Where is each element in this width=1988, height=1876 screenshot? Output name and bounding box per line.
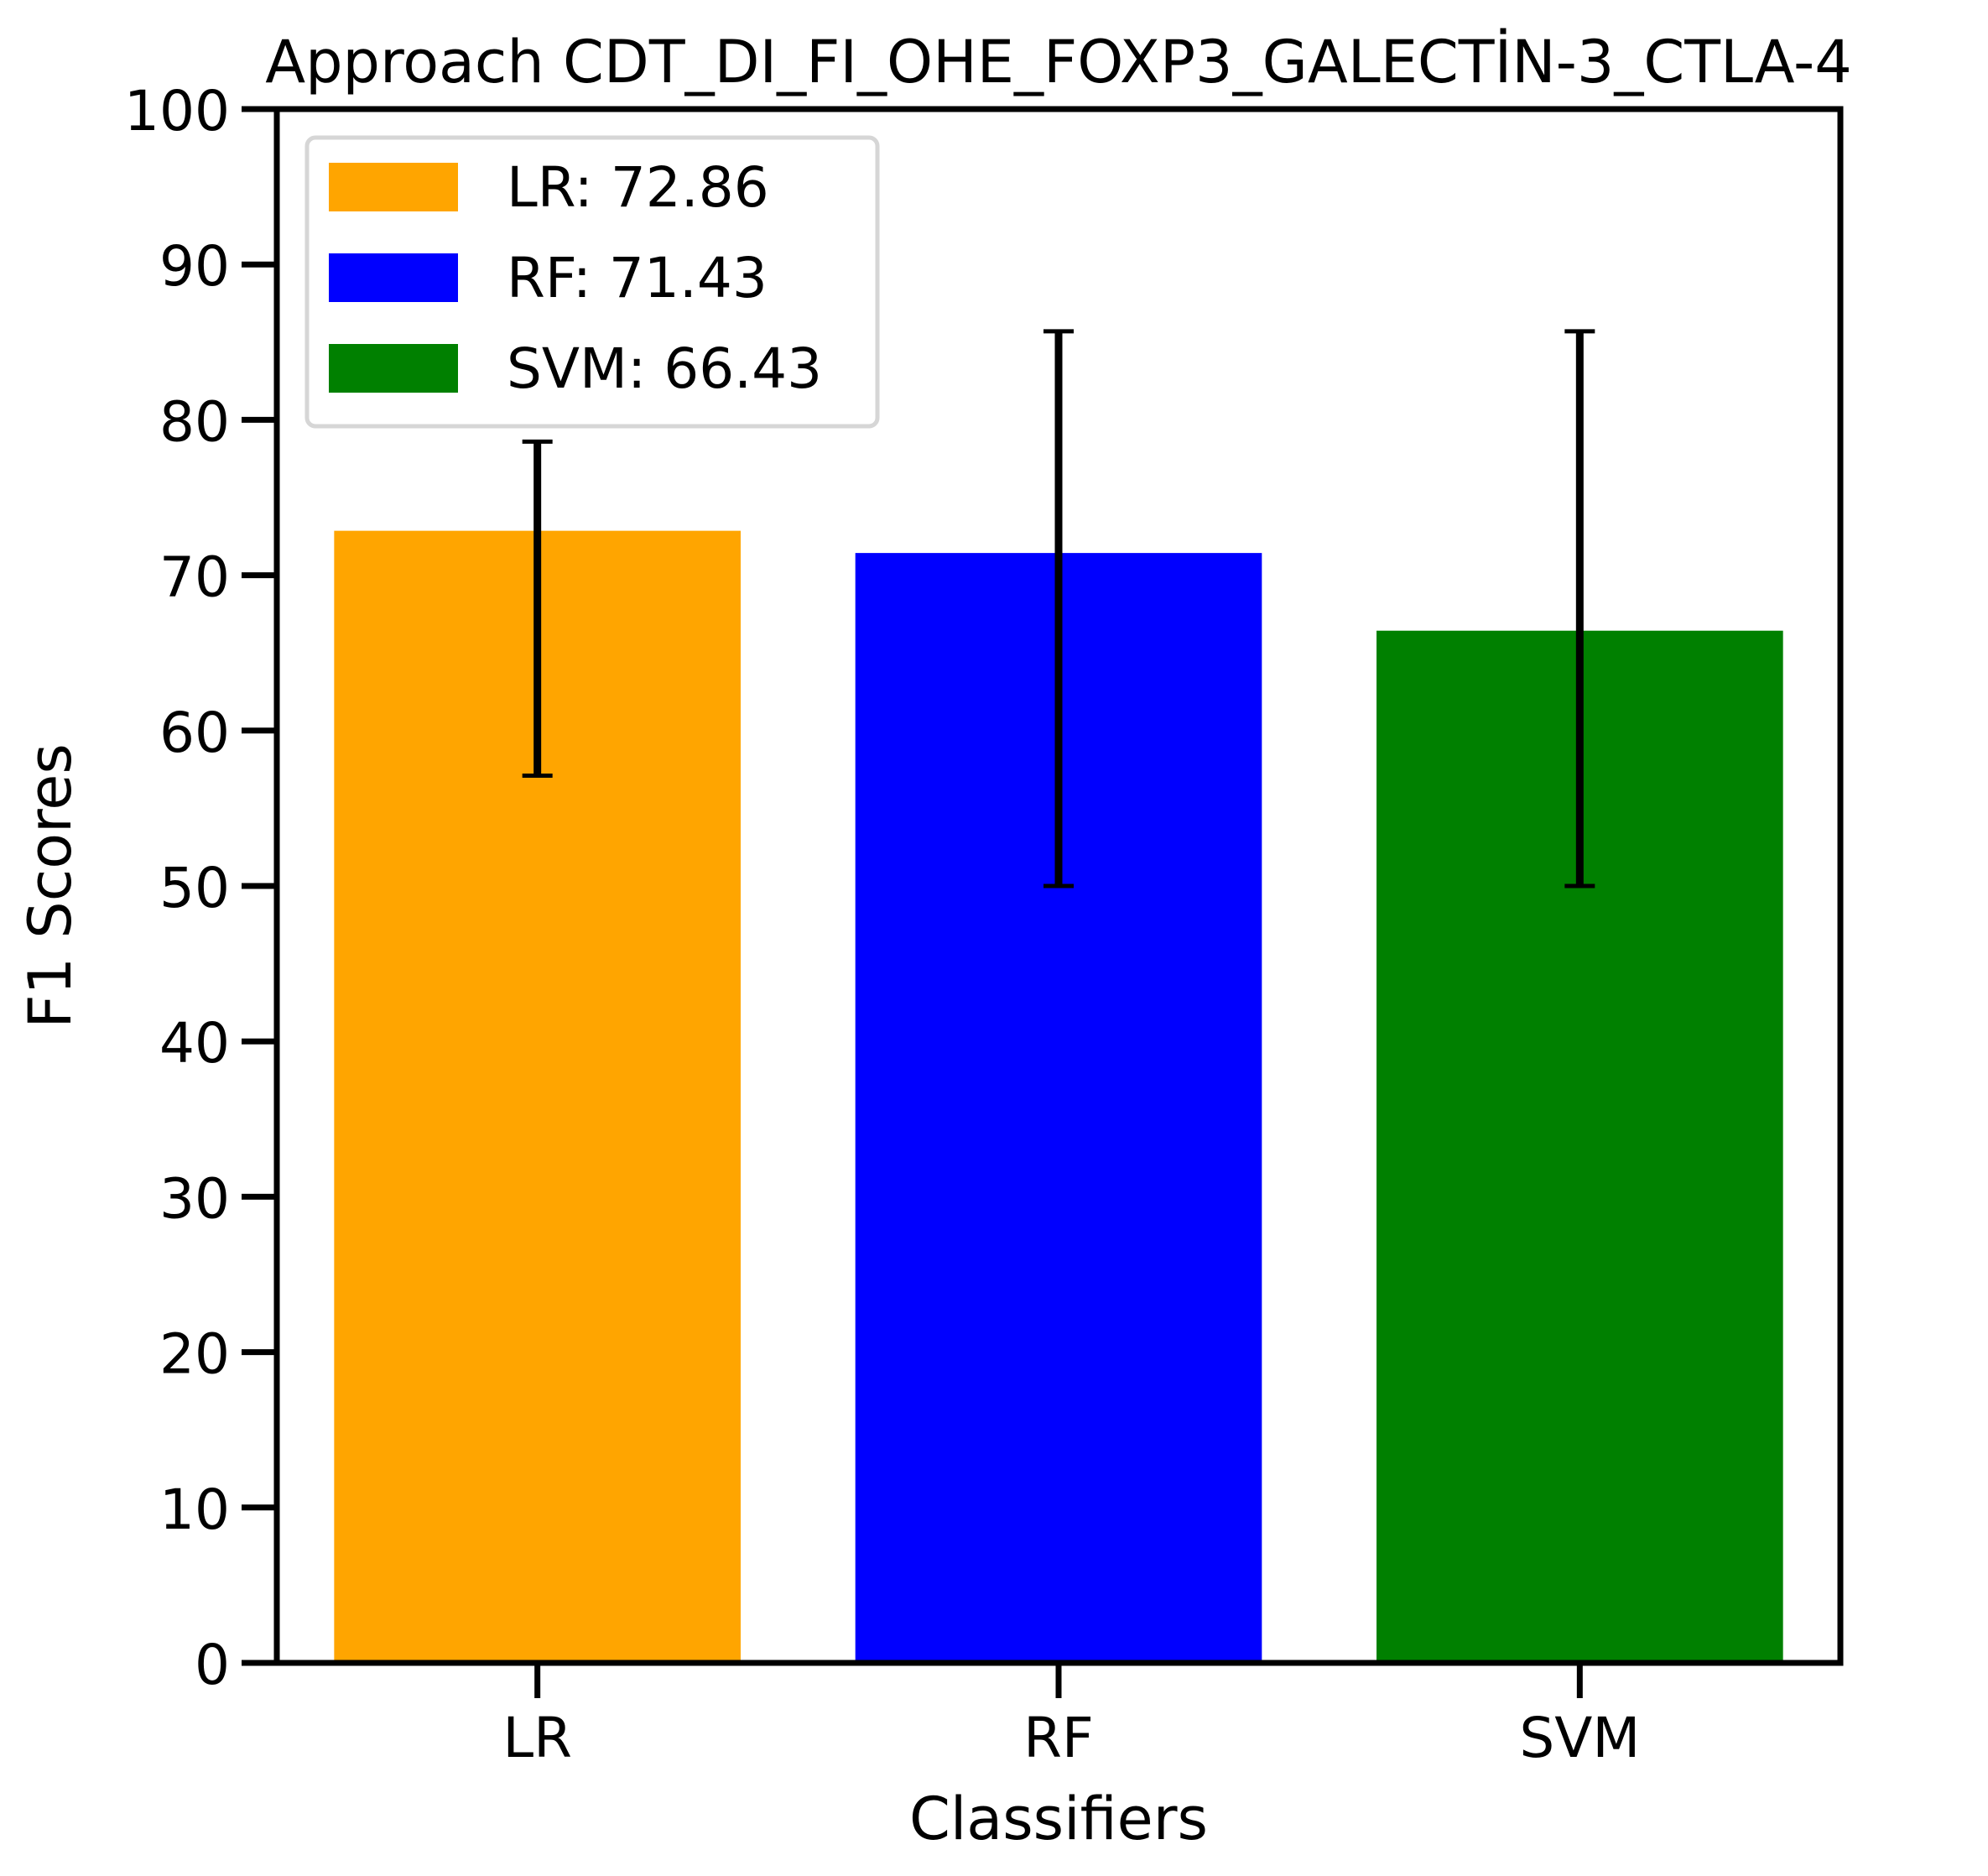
y-tick-label-90: 90: [159, 234, 230, 299]
y-tick-label-20: 20: [159, 1322, 230, 1387]
y-axis-ticks: 0 10 20 30 40 50 60 70 80 90 100: [124, 79, 277, 1697]
y-tick-label-40: 40: [159, 1011, 230, 1076]
legend-swatch-lr: [329, 163, 458, 211]
y-tick-label-70: 70: [159, 545, 230, 610]
y-tick-label-60: 60: [159, 701, 230, 765]
x-axis-ticks: LR RF SVM: [502, 1663, 1640, 1770]
legend-swatch-rf: [329, 253, 458, 302]
y-tick-label-0: 0: [195, 1633, 230, 1697]
y-tick-label-10: 10: [159, 1477, 230, 1542]
y-tick-label-30: 30: [159, 1166, 230, 1231]
y-axis-label: F1 Scores: [16, 743, 85, 1029]
error-bars-layer: [522, 329, 1595, 888]
x-tick-label-svm: SVM: [1519, 1706, 1640, 1770]
legend-label-rf: RF: 71.43: [507, 246, 768, 310]
legend: LR: 72.86 RF: 71.43 SVM: 66.43: [304, 135, 880, 429]
legend-label-svm: SVM: 66.43: [507, 336, 822, 401]
y-tick-label-100: 100: [124, 79, 230, 143]
x-axis-label: Classifiers: [909, 1785, 1208, 1853]
chart-title: Approach CDT_DI_FI_OHE_FOXP3_GALECTİN-3_…: [265, 28, 1852, 96]
y-tick-label-50: 50: [159, 856, 230, 920]
y-tick-label-80: 80: [159, 389, 230, 454]
legend-swatch-svm: [329, 344, 458, 393]
x-tick-label-lr: LR: [502, 1706, 572, 1770]
legend-entries: LR: 72.86 RF: 71.43 SVM: 66.43: [329, 155, 822, 401]
legend-label-lr: LR: 72.86: [507, 155, 769, 220]
x-tick-label-rf: RF: [1023, 1706, 1094, 1770]
